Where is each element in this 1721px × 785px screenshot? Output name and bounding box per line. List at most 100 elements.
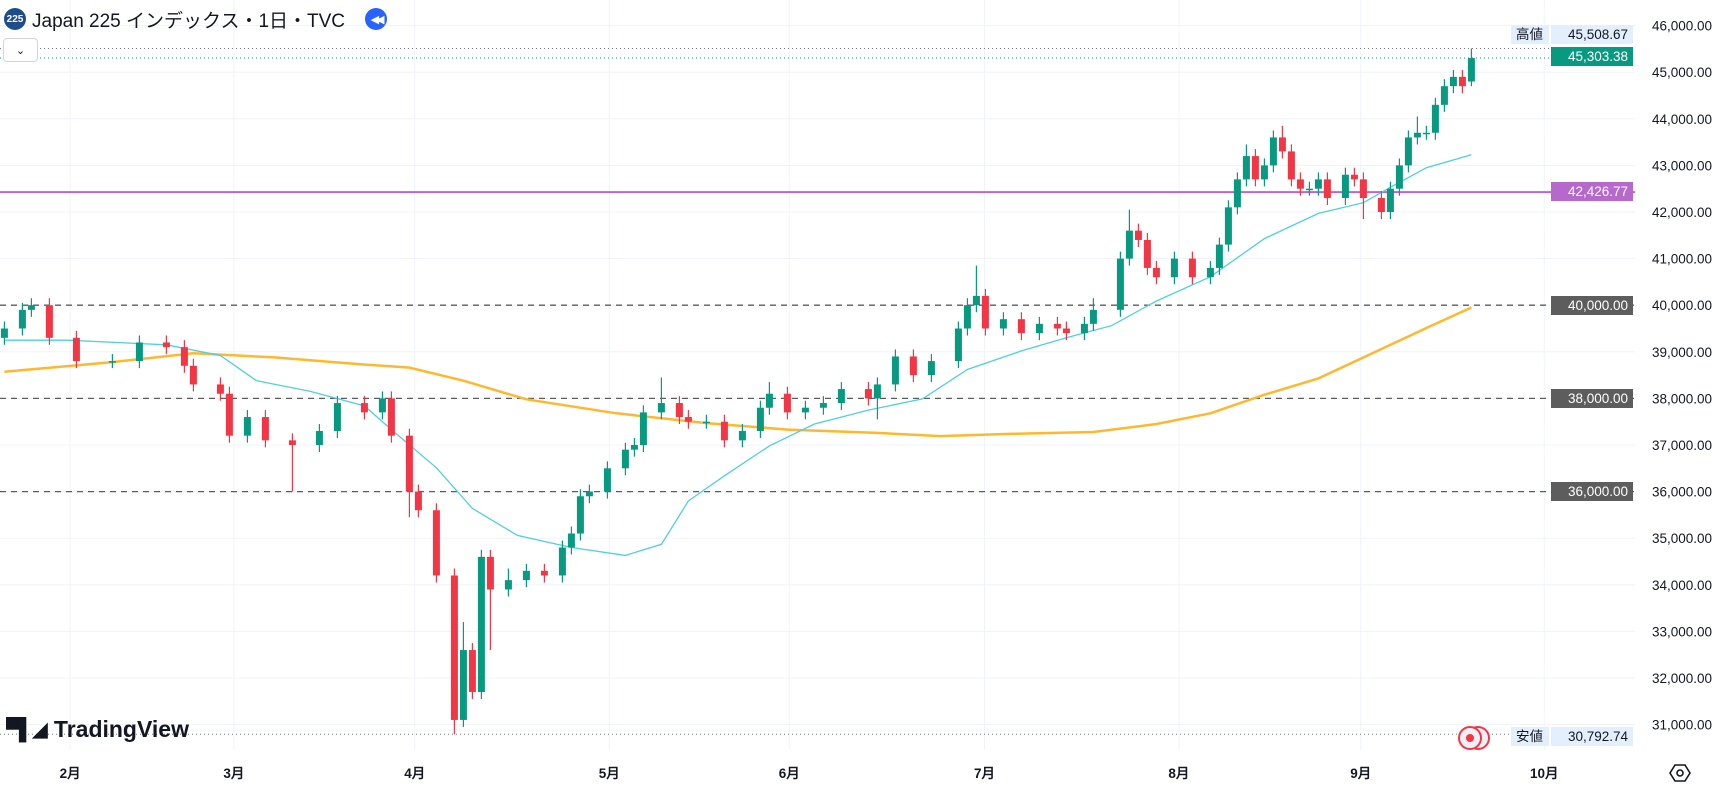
price-tick-label: 31,000.00 xyxy=(1652,718,1712,733)
settings-icon[interactable] xyxy=(1669,762,1691,784)
candle-up xyxy=(954,328,962,362)
candle-up xyxy=(1224,207,1232,245)
price-tick-label: 37,000.00 xyxy=(1652,438,1712,453)
high-price-label: 45,508.67 xyxy=(1551,25,1633,44)
symbol-badge: 225 xyxy=(4,8,26,30)
moving-average-long-line xyxy=(4,306,1472,438)
candle-down xyxy=(864,389,872,399)
level-38000-label: 38,000.00 xyxy=(1551,388,1633,408)
candle-down xyxy=(162,342,170,348)
candle-down xyxy=(468,650,476,692)
chart-header: 225 Japan 225 インデックス・1日・TVC ◀◀ xyxy=(4,6,388,32)
candle-down xyxy=(180,347,188,366)
candle-up xyxy=(630,445,638,450)
candle-down xyxy=(450,575,458,720)
time-tick-label: 10月 xyxy=(1530,766,1559,781)
candle-down xyxy=(72,337,80,362)
chevron-down-icon: ⌄ xyxy=(15,44,26,57)
candle-up xyxy=(1305,188,1313,191)
candle-down xyxy=(288,440,296,445)
price-tick-label: 46,000.00 xyxy=(1652,19,1712,34)
price-tick-label: 34,000.00 xyxy=(1652,578,1712,593)
candle-down xyxy=(216,384,224,394)
candle-down xyxy=(720,421,728,441)
candle-up xyxy=(1035,323,1043,334)
candle-up xyxy=(522,570,530,581)
price-tick-label: 32,000.00 xyxy=(1652,671,1712,686)
candle-up xyxy=(585,491,593,497)
candle-up xyxy=(1413,132,1421,138)
time-axis[interactable]: 2月 3月 4月 5月 6月 7月 8月 9月 10月 xyxy=(60,766,1559,781)
candle-up xyxy=(1089,309,1097,324)
candle-down xyxy=(261,417,269,441)
candle-down xyxy=(45,305,53,338)
candle-up xyxy=(558,547,566,576)
time-tick-label: 8月 xyxy=(1168,766,1189,781)
candle-up xyxy=(504,580,512,590)
candle-up xyxy=(243,417,251,436)
candle-up xyxy=(801,407,809,413)
candle-up xyxy=(1440,86,1448,105)
candle-up xyxy=(1215,244,1223,268)
price-tick-label: 36,000.00 xyxy=(1652,485,1712,500)
high-tag: 高値 xyxy=(1511,25,1549,44)
price-tick-label: 38,000.00 xyxy=(1652,391,1712,406)
logo-text: TradingView xyxy=(53,716,189,742)
candle-down xyxy=(414,491,422,511)
candle-up xyxy=(1404,137,1412,166)
candle-down xyxy=(1323,179,1331,199)
candle-up xyxy=(27,305,35,310)
candle-up xyxy=(1206,267,1214,278)
candle-down xyxy=(405,435,413,492)
candle-down xyxy=(360,403,368,413)
tradingview-logo[interactable]: ▀▌◢ TradingView xyxy=(6,716,189,743)
event-marker-icon[interactable] xyxy=(1458,726,1482,750)
low-price-label: 30,792.74 xyxy=(1551,727,1633,746)
candle-up xyxy=(576,496,584,534)
candle-down xyxy=(783,393,791,413)
price-axis[interactable]: 31,000.00 32,000.00 33,000.00 34,000.00 35,0… xyxy=(1652,19,1712,733)
chart-title[interactable]: Japan 225 インデックス・1日・TVC xyxy=(32,10,346,32)
candle-up xyxy=(1431,104,1439,133)
candles xyxy=(0,48,1475,735)
candle-down xyxy=(1017,319,1025,334)
moving-averages xyxy=(4,154,1472,557)
candle-up xyxy=(1125,230,1133,259)
low-tag: 安値 xyxy=(1511,727,1549,746)
candle-up xyxy=(1170,258,1178,278)
candle-up xyxy=(1242,156,1250,180)
candle-up xyxy=(1116,258,1124,310)
purple-level-label: 42,426.77 xyxy=(1551,182,1633,201)
price-tick-label: 45,000.00 xyxy=(1652,65,1712,80)
candle-up xyxy=(0,328,8,338)
candle-down xyxy=(1152,267,1160,278)
candle-up xyxy=(1395,165,1403,189)
rewind-icon[interactable]: ◀◀ xyxy=(365,8,388,30)
candle-up xyxy=(459,650,467,720)
candle-up xyxy=(819,403,827,408)
candle-down xyxy=(1296,179,1304,189)
collapse-legend-button[interactable]: ⌄ xyxy=(3,38,38,62)
grid xyxy=(0,0,1635,750)
candle-down xyxy=(387,398,395,436)
candle-up xyxy=(738,431,746,441)
candle-down xyxy=(1458,76,1466,87)
candle-up xyxy=(603,468,611,492)
candle-up xyxy=(1341,174,1349,199)
time-tick-label: 2月 xyxy=(60,766,81,781)
price-tick-label: 43,000.00 xyxy=(1652,158,1712,173)
candle-down xyxy=(1350,174,1358,180)
candle-down xyxy=(486,556,494,590)
price-tick-label: 39,000.00 xyxy=(1652,345,1712,360)
candle-down xyxy=(1287,151,1295,180)
candle-up xyxy=(1233,179,1241,208)
candle-down xyxy=(1062,328,1070,334)
moving-average-short-line xyxy=(4,154,1472,557)
candle-up xyxy=(891,356,899,385)
candle-up xyxy=(18,309,26,329)
candle-up xyxy=(135,342,143,362)
price-tick-label: 42,000.00 xyxy=(1652,205,1712,220)
candle-up xyxy=(477,556,485,692)
last-price-label: 45,303.38 xyxy=(1551,47,1633,66)
